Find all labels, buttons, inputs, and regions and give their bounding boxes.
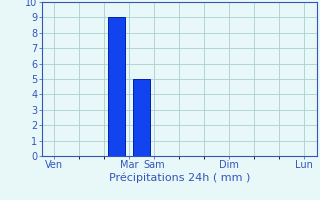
Bar (133, 79, 150, 156)
X-axis label: Précipitations 24h ( mm ): Précipitations 24h ( mm ) (108, 173, 250, 183)
Bar (108, 17, 125, 156)
